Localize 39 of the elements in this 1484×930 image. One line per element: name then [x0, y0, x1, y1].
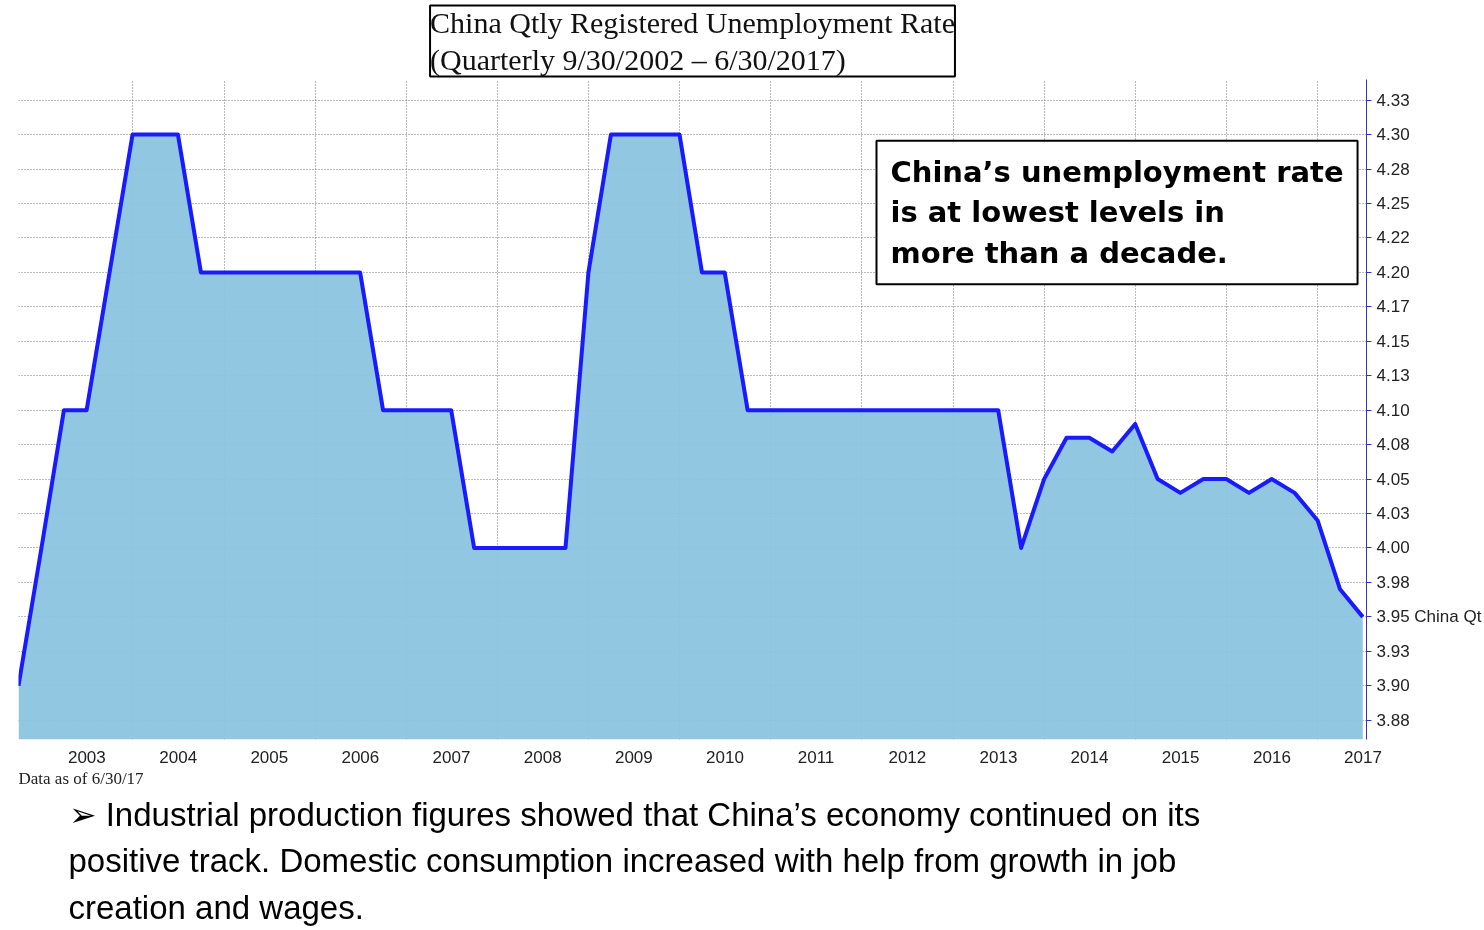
x-tick-label: 2011 [797, 747, 835, 767]
chart-title: China Qtly Registered Unemployment Rate [430, 5, 955, 39]
y-tick-label: 4.08 [1376, 435, 1410, 455]
y-tick-label: 4.00 [1376, 538, 1410, 558]
y-tick-label: 3.93 [1376, 641, 1410, 661]
y-tick-label: 3.95 China Qt [1376, 607, 1482, 627]
y-tick-label: 4.30 [1376, 125, 1410, 145]
x-tick-label: 2009 [614, 747, 653, 767]
text: ➢ Industrial production figures showed that China’s economy continued on its positive track. Domestic consumption increased with help from growth in job creation and wages. [68, 796, 1201, 926]
x-tick-label: 2006 [341, 747, 380, 767]
chart-subtitle: (Quarterly 9/30/2002 – 6/30/2017) [430, 43, 846, 78]
y-tick-label: 4.17 [1376, 297, 1410, 317]
x-tick-label: 2017 [1344, 747, 1382, 767]
text: Data as of 6/30/17 [18, 768, 145, 788]
x-tick-label: 2016 [1253, 747, 1291, 767]
x-tick-label: 2015 [1161, 747, 1200, 767]
y-tick-label: 4.10 [1376, 400, 1410, 420]
y-tick-label: 4.13 [1376, 366, 1410, 386]
x-tick-label: 2008 [523, 747, 562, 767]
y-tick-label: 4.03 [1376, 504, 1410, 524]
x-tick-label: 2013 [979, 747, 1018, 767]
y-tick-label: 3.88 [1376, 710, 1410, 730]
y-tick-label: 3.98 [1376, 572, 1410, 592]
y-tick-label: 4.25 [1376, 194, 1410, 214]
x-tick-label: 2012 [888, 747, 927, 767]
y-tick-label: 4.15 [1376, 331, 1410, 351]
annotation: China’s unemployment rate is at lowest levels in more than a decade. [890, 154, 1344, 271]
x-tick-label: 2005 [250, 747, 289, 767]
x-tick-label: 2010 [706, 747, 744, 767]
y-tick-label: 4.33 [1376, 90, 1410, 110]
x-tick-label: 2004 [159, 747, 198, 767]
y-tick-label: 4.05 [1376, 469, 1410, 489]
y-tick-label: 4.28 [1376, 159, 1410, 179]
x-tick-label: 2007 [432, 747, 471, 767]
y-tick-label: 3.90 [1376, 676, 1410, 696]
y-tick-label: 4.22 [1376, 228, 1410, 248]
x-tick-label: 2014 [1070, 747, 1109, 767]
y-tick-label: 4.20 [1376, 262, 1410, 282]
x-tick-label: 2003 [67, 747, 106, 767]
